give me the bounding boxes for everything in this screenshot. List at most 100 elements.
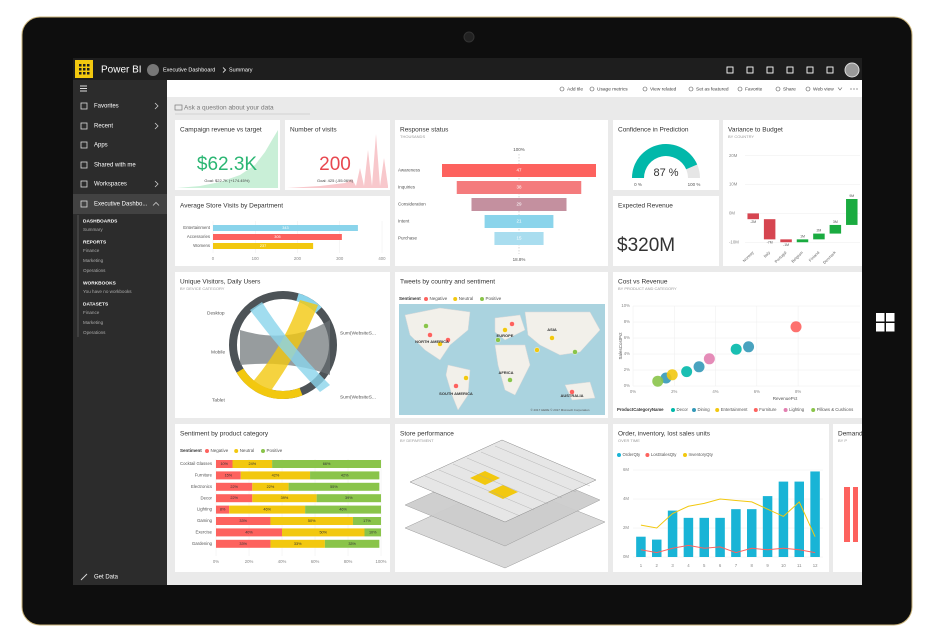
nav-sub-item[interactable]: Operations <box>83 330 106 335</box>
action-button[interactable]: Set as featured <box>696 86 729 92</box>
legend-dot <box>671 408 675 412</box>
map-land <box>564 381 596 401</box>
action-button[interactable]: Share <box>783 86 796 92</box>
toolbar-icon[interactable] <box>726 66 734 74</box>
map-bubble[interactable] <box>427 332 433 338</box>
more-dot[interactable] <box>850 88 852 90</box>
x-tick-label: 9 <box>766 563 769 568</box>
floor-wall <box>466 457 563 499</box>
x-tick-label: 0% <box>630 389 636 394</box>
nav-sub-item[interactable]: Operations <box>83 268 106 273</box>
windows-logo-part <box>876 313 885 322</box>
toolbar-icon[interactable] <box>766 66 774 74</box>
map-bubble[interactable] <box>509 321 515 327</box>
legend-dot <box>453 297 458 301</box>
windows-logo-part <box>876 323 885 332</box>
nav-chevron[interactable] <box>154 122 159 130</box>
tile[interactable] <box>285 120 390 190</box>
nav-item[interactable]: Favorites <box>94 104 119 110</box>
nav-chevron[interactable] <box>154 102 159 110</box>
map-bubble[interactable] <box>549 335 555 341</box>
qna-input[interactable]: Ask a question about your data <box>184 105 274 112</box>
chord-ring-part <box>229 291 337 399</box>
windows-button[interactable] <box>876 313 895 332</box>
nav-sub-item[interactable]: Summary <box>83 227 103 232</box>
map-bubble[interactable] <box>453 383 459 389</box>
x-tick-label: 5 <box>703 563 706 568</box>
nav-sub-item[interactable]: Marketing <box>83 320 104 325</box>
tile[interactable] <box>613 196 719 266</box>
stacked-bar <box>232 460 273 468</box>
funnel-value: 47 <box>516 168 522 173</box>
nav-item[interactable]: Workspaces <box>94 182 127 188</box>
avatar[interactable] <box>844 62 860 78</box>
action-button[interactable]: Favorite <box>745 86 763 92</box>
map-bubble[interactable] <box>445 337 451 343</box>
map-bubble[interactable] <box>572 349 578 355</box>
waterfall-bar <box>780 239 792 243</box>
x-tick-label: 0% <box>213 559 219 564</box>
action-button[interactable]: View related <box>650 86 677 92</box>
department[interactable] <box>488 485 518 499</box>
nav-sub-item[interactable]: You have no workbooks <box>83 289 132 294</box>
x-tick-label: 100 <box>252 256 260 261</box>
hamburger[interactable] <box>80 85 87 92</box>
category-label: Decor <box>201 495 213 500</box>
nav-icon <box>80 141 88 149</box>
breadcrumb[interactable]: Executive Dashboard <box>163 67 215 73</box>
map-bubble[interactable] <box>569 389 575 395</box>
stacked-bar <box>270 517 353 525</box>
scatter-point <box>681 366 693 378</box>
map-bubble[interactable] <box>534 347 540 353</box>
funnel-category: Intent <box>398 219 410 224</box>
nav-chevron[interactable] <box>154 180 159 188</box>
gauge-max: 100 % <box>688 182 701 187</box>
nav-item[interactable]: Shared with me <box>94 163 136 169</box>
action-button[interactable]: Web view <box>813 86 834 92</box>
map-bubble[interactable] <box>463 375 469 381</box>
legend-dot <box>617 453 621 457</box>
x-tick-label: 12 <box>813 563 818 568</box>
toolbar-icon[interactable] <box>826 66 834 74</box>
launcher-dots <box>79 64 90 75</box>
gauge-label: 87 % <box>653 167 678 179</box>
web-view-chevron[interactable] <box>837 87 843 91</box>
nav-sub-item[interactable]: Finance <box>83 310 100 315</box>
scatter-point <box>666 369 678 381</box>
nav-chevron[interactable] <box>152 201 160 206</box>
nav-icon <box>80 161 88 169</box>
nav-item[interactable]: Recent <box>94 124 113 130</box>
action-button[interactable]: Add tile <box>567 86 583 92</box>
nav-sub-item[interactable]: Finance <box>83 248 100 253</box>
nav-item[interactable]: Apps <box>94 143 108 149</box>
toolbar-icon[interactable] <box>806 66 814 74</box>
kpi-value: $62.3K <box>197 154 258 175</box>
map-bubble[interactable] <box>507 377 513 383</box>
tile[interactable] <box>723 120 862 266</box>
legend-item: OrderQty <box>623 452 642 457</box>
tile-title: Tweets by country and sentiment <box>400 279 495 286</box>
map-region-label: AUSTRALIA <box>560 393 583 398</box>
action-icon <box>775 86 781 92</box>
camera <box>463 31 475 43</box>
nav-sub-item[interactable]: Marketing <box>83 258 104 263</box>
nav-item[interactable]: Executive Dashbo... <box>94 202 148 208</box>
action-button[interactable]: Usage metrics <box>597 86 628 92</box>
workspace-icon <box>147 64 159 76</box>
map-region-label: SOUTH AMERICA <box>439 391 473 396</box>
tile-subtitle: BY DEVICE CATEGORY <box>180 286 225 291</box>
map-bubble[interactable] <box>423 323 429 329</box>
kpi-goal: Goal: $22.7K (+174.45%) <box>204 178 250 183</box>
legend-dot <box>811 408 816 412</box>
more-dot[interactable] <box>853 88 855 90</box>
map-bubble[interactable] <box>495 337 501 343</box>
more-dot[interactable] <box>856 88 858 90</box>
get-data[interactable]: Get Data <box>94 575 119 581</box>
map-bubble[interactable] <box>502 327 508 333</box>
breadcrumb[interactable]: Summary <box>229 67 253 73</box>
toolbar-icon[interactable] <box>746 66 754 74</box>
toolbar-icon[interactable] <box>786 66 794 74</box>
map-bubble[interactable] <box>437 341 443 347</box>
funnel-category: Purchase <box>398 236 418 241</box>
y-tick-label: 10M <box>729 182 738 187</box>
